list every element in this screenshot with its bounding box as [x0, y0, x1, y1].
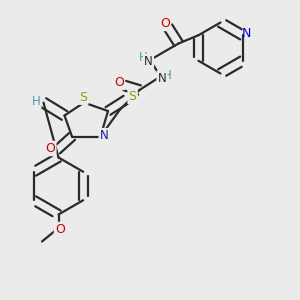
Text: N: N — [100, 129, 109, 142]
Text: S: S — [80, 91, 87, 104]
Text: S: S — [129, 90, 136, 103]
Text: H: H — [139, 51, 148, 64]
Text: O: O — [55, 223, 65, 236]
Text: H: H — [32, 94, 40, 108]
Text: H: H — [163, 69, 172, 82]
Text: N: N — [158, 71, 166, 85]
Text: O: O — [46, 142, 55, 155]
Text: N: N — [144, 55, 153, 68]
Text: O: O — [160, 17, 170, 30]
Text: N: N — [242, 27, 251, 40]
Text: O: O — [114, 76, 124, 89]
